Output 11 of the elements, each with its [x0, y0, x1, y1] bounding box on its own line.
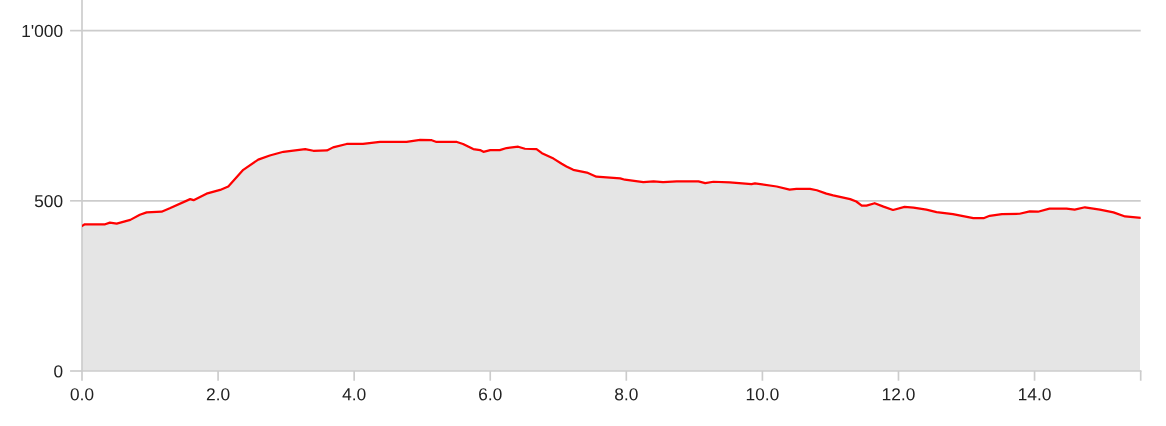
- y-tick-label: 0: [54, 365, 63, 378]
- y-tick-label: 1'000: [22, 24, 63, 38]
- x-tick-label: 4.0: [342, 388, 366, 401]
- x-tick-label: 6.0: [479, 388, 502, 401]
- x-tick-label: 8.0: [615, 388, 638, 401]
- x-tick-label: 14.0: [1018, 388, 1051, 401]
- y-tick-label: 500: [34, 194, 63, 208]
- x-tick-label: 12.0: [882, 388, 915, 401]
- x-tick-label: 10.0: [746, 388, 779, 401]
- x-tick-label: 0.0: [70, 388, 94, 401]
- x-tick-label: 2.0: [206, 388, 230, 401]
